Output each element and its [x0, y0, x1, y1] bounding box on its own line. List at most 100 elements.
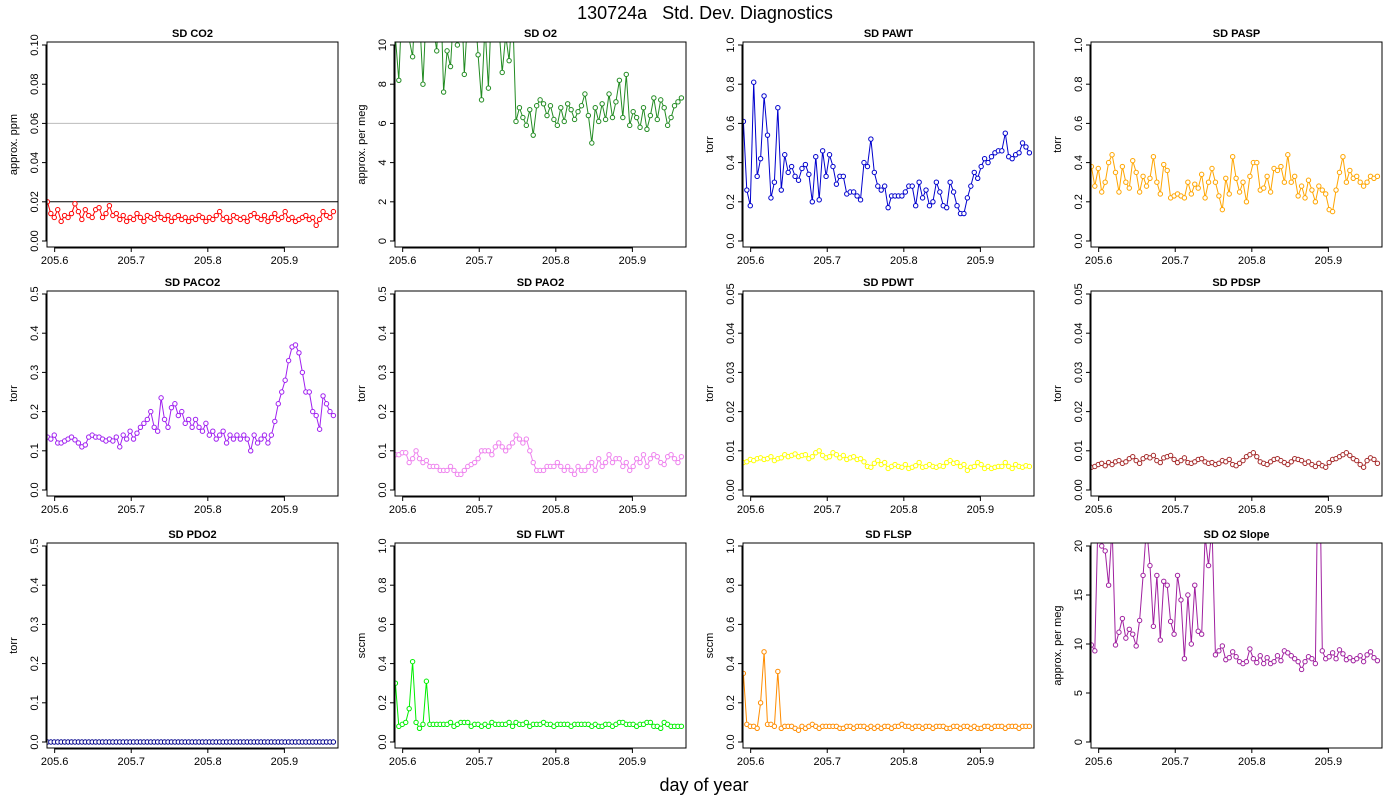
panel-title: SD O2: [524, 28, 557, 40]
data-point: [1347, 655, 1353, 661]
data-point: [558, 463, 564, 470]
x-tick-label: 205.9: [619, 255, 647, 267]
data-point: [444, 467, 450, 474]
data-point: [289, 214, 295, 221]
data-point: [833, 181, 840, 187]
data-point: [413, 448, 419, 454]
data-point: [937, 189, 943, 195]
data-point: [1130, 453, 1136, 460]
data-point: [406, 705, 412, 712]
x-tick-label: 205.9: [619, 756, 647, 768]
x-tick-label: 205.9: [1315, 255, 1343, 267]
data-point: [916, 459, 922, 466]
data-point: [988, 154, 995, 160]
plot-frame: [46, 41, 339, 248]
y-tick-label: 10: [1073, 638, 1085, 650]
data-point: [775, 105, 781, 111]
panel-title: SD CO2: [172, 28, 213, 40]
plot-frame: [46, 542, 339, 749]
data-point: [168, 404, 175, 411]
data-point: [1192, 582, 1198, 588]
data-point: [537, 97, 543, 103]
data-point: [620, 114, 626, 121]
y-tick-label: 0.08: [29, 73, 41, 94]
data-point: [424, 4, 428, 8]
data-point: [1374, 173, 1381, 180]
data-point: [561, 467, 567, 474]
x-tick-label: 205.8: [194, 504, 222, 516]
data-point: [961, 210, 967, 217]
data-point: [296, 350, 302, 356]
data-point: [258, 436, 264, 442]
y-tick-label: 0.04: [725, 322, 737, 343]
data-point: [1109, 152, 1115, 158]
data-point: [1019, 140, 1026, 146]
x-tick-label: 205.9: [1315, 756, 1343, 768]
y-tick-label: 2: [377, 199, 389, 205]
data-point: [1309, 187, 1315, 193]
data-point: [1319, 187, 1325, 193]
data-point: [330, 412, 337, 419]
y-tick-label: 0.04: [29, 152, 41, 173]
data-point: [675, 99, 681, 105]
data-point: [1278, 163, 1284, 170]
y-tick-label: 0.03: [725, 362, 737, 383]
x-tick-label: 205.6: [389, 756, 417, 768]
panel-sd-flsp: SD FLSP sccm 0.0 0.2 0.4 0.6 0.8 1.0 205.6 205.7 2…: [704, 529, 1035, 768]
data-point: [1202, 195, 1208, 201]
data-point: [165, 424, 171, 430]
data-point: [675, 459, 681, 466]
x-tick-label: 205.7: [465, 255, 493, 267]
data-point: [110, 438, 116, 444]
data-point: [1333, 187, 1339, 193]
data-point: [127, 428, 133, 434]
data-point: [185, 218, 192, 225]
data-point: [782, 152, 788, 158]
data-point: [1243, 199, 1250, 205]
data-point: [633, 114, 640, 121]
panel-title: SD O2 Slope: [1203, 529, 1269, 541]
data-point: [99, 214, 106, 221]
x-tick-label: 205.9: [271, 504, 299, 516]
data-point: [120, 212, 126, 219]
data-point: [310, 214, 316, 221]
series-line: [1091, 153, 1378, 213]
series-line: [743, 82, 1030, 215]
data-point: [216, 432, 223, 438]
data-point: [585, 112, 592, 119]
data-point: [428, 37, 432, 41]
plot-frame: [46, 290, 339, 497]
data-point: [1329, 208, 1336, 215]
data-point: [1116, 629, 1122, 635]
data-point: [802, 452, 809, 458]
data-point: [523, 436, 530, 442]
data-point: [754, 173, 760, 180]
data-point: [199, 214, 206, 221]
y-tick-label: 0.4: [725, 155, 737, 170]
data-point: [1167, 618, 1174, 625]
data-point: [478, 97, 485, 103]
y-tick-label: 1.0: [725, 538, 737, 553]
panel-sd-o2-slope: SD O2 Slope approx. per meg 0 5 10 15 20 205.6 2…: [1052, 529, 1383, 768]
data-point: [175, 212, 182, 219]
data-point: [117, 444, 123, 450]
panel-sd-pdo2: SD PDO2 torr 0.0 0.1 0.2 0.3 0.4 0.5 205.6 205.7 2…: [8, 529, 339, 768]
data-point: [1360, 658, 1367, 665]
data-point: [1102, 179, 1108, 185]
y-tick-label: 0.4: [1073, 155, 1085, 170]
data-point: [757, 155, 764, 162]
data-point: [630, 463, 636, 470]
data-point: [771, 723, 778, 730]
series-sd-flsp: [743, 649, 1033, 733]
y-tick-label: 0.00: [1073, 479, 1085, 500]
y-tick-label: 0.02: [29, 191, 41, 212]
data-point: [564, 101, 571, 107]
data-point: [1285, 650, 1291, 656]
data-point: [1126, 185, 1132, 191]
panel-sd-pdsp: SD PDSP torr 0.00 0.01 0.02 0.03 0.04 0.05 205.6…: [1052, 277, 1383, 516]
data-point: [764, 132, 771, 138]
data-point: [320, 393, 326, 399]
plot-frame: [394, 290, 687, 497]
data-point: [1229, 649, 1236, 655]
data-point: [861, 159, 867, 166]
